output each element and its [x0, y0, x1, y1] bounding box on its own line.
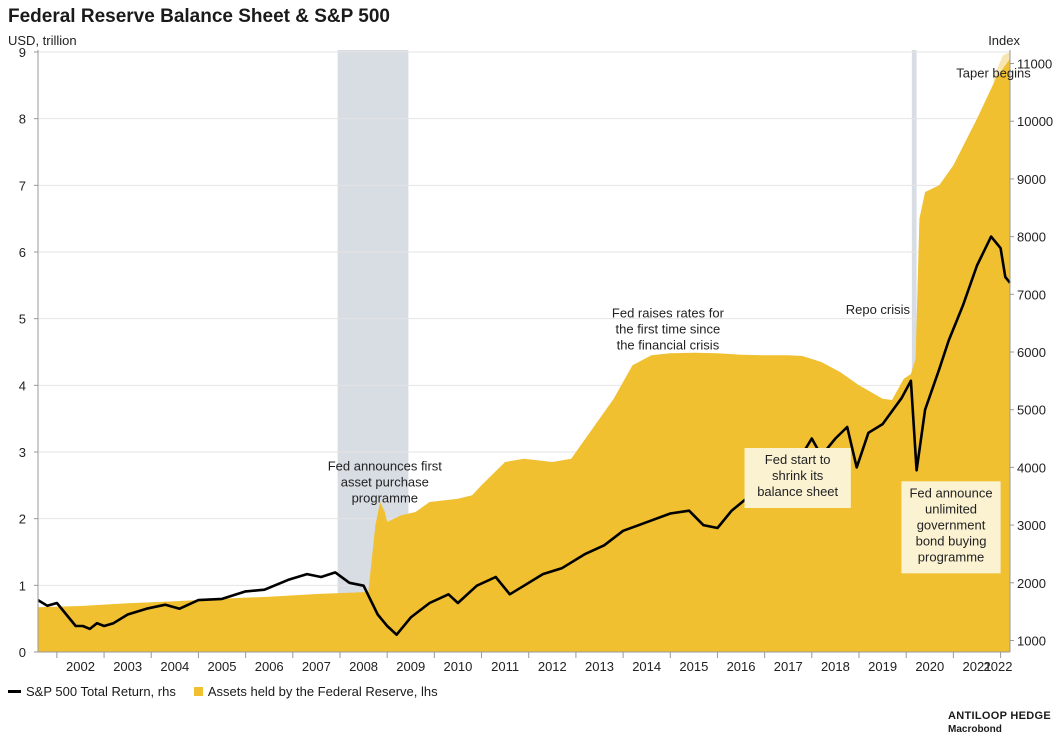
annotation-text: programme — [918, 549, 984, 564]
legend-swatch-line — [8, 690, 21, 693]
annotation-text: balance sheet — [757, 484, 838, 499]
annotation-box — [901, 481, 1001, 574]
annotation-text: unlimited — [925, 501, 977, 516]
left-tick-label: 8 — [19, 112, 26, 127]
sp500-line — [37, 235, 1012, 636]
right-tick-label: 2000 — [1017, 576, 1046, 591]
annotation-text: Repo crisis — [846, 302, 911, 317]
right-axis-unit: Index — [988, 33, 1020, 48]
x-tick-label: 2010 — [443, 659, 472, 674]
annotation-text: Fed start to — [765, 452, 831, 467]
x-tick-label: 2014 — [632, 659, 661, 674]
right-tick-label: 7000 — [1017, 287, 1046, 302]
right-tick-label: 6000 — [1017, 345, 1046, 360]
x-tick-label: 2022 — [984, 659, 1013, 674]
annotation-text: government — [917, 517, 986, 532]
assets-area-layer — [38, 52, 1010, 652]
right-tick-label: 3000 — [1017, 518, 1046, 533]
right-tick-label: 4000 — [1017, 460, 1046, 475]
legend-label-assets: Assets held by the Federal Reserve, lhs — [207, 684, 438, 699]
left-tick-label: 4 — [19, 378, 26, 393]
annotation-text: Fed raises rates for — [612, 305, 725, 320]
right-tick-label: 5000 — [1017, 403, 1046, 418]
annotation-2: Repo crisis — [846, 302, 911, 317]
legend-item-sp500: S&P 500 Total Return, rhs — [8, 684, 176, 699]
sp500-line-layer — [37, 235, 1012, 636]
annotation-text: asset purchase — [341, 475, 429, 490]
x-tick-label: 2020 — [915, 659, 944, 674]
annotation-box — [744, 448, 851, 508]
x-tick-label: 2017 — [774, 659, 803, 674]
x-tick-label: 2019 — [868, 659, 897, 674]
x-tick-label: 2016 — [727, 659, 756, 674]
x-tick-label: 2003 — [113, 659, 142, 674]
x-tick-label: 2018 — [821, 659, 850, 674]
annotation-text: the first time since — [616, 321, 721, 336]
x-tick-label: 2007 — [302, 659, 331, 674]
right-tick-label: 8000 — [1017, 230, 1046, 245]
left-tick-label: 2 — [19, 512, 26, 527]
annotation-text: Fed announce — [909, 485, 992, 500]
x-tick-label: 2006 — [255, 659, 284, 674]
assets-area — [38, 58, 1010, 652]
annotation-text: programme — [352, 491, 418, 506]
x-tick-label: 2002 — [66, 659, 95, 674]
annotation-text: bond buying — [916, 533, 987, 548]
right-tick-label: 9000 — [1017, 172, 1046, 187]
x-tick-label: 2021 — [963, 659, 992, 674]
right-tick-label: 11000 — [1017, 57, 1052, 72]
legend-item-assets: Assets held by the Federal Reserve, lhs — [193, 684, 438, 699]
x-tick-label: 2015 — [679, 659, 708, 674]
source-credit: ANTILOOP HEDGE Macrobond — [948, 710, 1051, 736]
left-tick-label: 9 — [19, 45, 26, 60]
left-tick-label: 5 — [19, 312, 26, 327]
left-tick-label: 0 — [19, 645, 26, 660]
right-tick-label: 1000 — [1017, 633, 1046, 648]
x-tick-label: 2008 — [349, 659, 378, 674]
left-tick-label: 3 — [19, 445, 26, 460]
axes: 0 1 2 3 4 5 6 7 8 9 1000 2000 3000 4000 5000 6000 7000 80… — [19, 45, 1053, 674]
annotation-text: Fed announces first — [328, 459, 443, 474]
x-tick-label: 2005 — [208, 659, 237, 674]
legend-swatch-area — [193, 687, 203, 696]
source-line-2: Macrobond — [947, 724, 1002, 735]
left-axis-unit: USD, trillion — [8, 33, 77, 48]
annotation-text: shrink its — [772, 468, 824, 483]
annotation-3: Taper begins — [956, 65, 1031, 80]
recession-band-1 — [911, 50, 917, 652]
x-tick-label: 2013 — [585, 659, 614, 674]
x-tick-label: 2009 — [396, 659, 425, 674]
right-tick-label: 10000 — [1017, 114, 1053, 129]
x-tick-label: 2012 — [538, 659, 567, 674]
source-line-1: ANTILOOP HEDGE — [947, 710, 1051, 722]
annotation-text: Taper begins — [956, 65, 1031, 80]
x-tick-label: 2011 — [491, 659, 519, 674]
chart-title: Federal Reserve Balance Sheet & S&P 500 — [8, 6, 390, 27]
legend: S&P 500 Total Return, rhs Assets held by… — [8, 684, 438, 699]
legend-label-sp500: S&P 500 Total Return, rhs — [26, 684, 176, 699]
x-tick-label: 2004 — [160, 659, 189, 674]
left-tick-label: 7 — [19, 178, 26, 193]
left-tick-label: 1 — [19, 578, 26, 593]
left-tick-label: 6 — [19, 245, 26, 260]
annotation-text: the financial crisis — [617, 337, 720, 352]
